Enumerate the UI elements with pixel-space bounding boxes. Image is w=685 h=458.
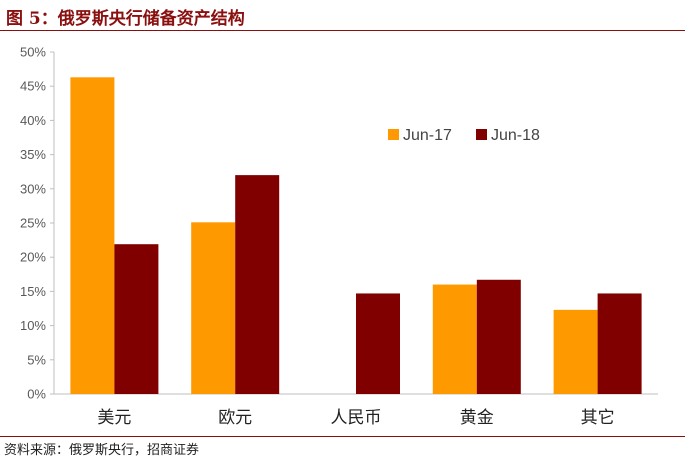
- bar-jun-17-4: [553, 309, 598, 394]
- y-tick-label: 5%: [27, 352, 46, 367]
- y-tick-label: 10%: [20, 318, 46, 333]
- bar-jun-17-3: [432, 284, 477, 394]
- bar-chart: 0% 5% 10% 15% 20% 25% 30% 35% 40% 45% 50% 美元 欧元 人民币 黄…: [20, 45, 658, 428]
- y-tick-label: 40%: [20, 113, 46, 128]
- y-tick-label: 0%: [27, 387, 46, 402]
- source-rule: [0, 436, 685, 437]
- legend-swatch-jun-18: [476, 129, 487, 140]
- x-category-label: 黄金: [460, 408, 494, 428]
- x-category-label: 人民币: [331, 408, 382, 428]
- bar-jun-17-0: [70, 77, 115, 395]
- bar-jun-18-4: [597, 293, 642, 394]
- title-rule: [0, 30, 685, 31]
- y-tick-label: 45%: [20, 79, 46, 94]
- y-tick-label: 15%: [20, 284, 46, 299]
- legend-swatch-jun-17: [388, 129, 399, 140]
- bars: [70, 77, 642, 395]
- legend-label-jun-18: Jun-18: [491, 127, 540, 144]
- bar-jun-18-0: [114, 244, 159, 394]
- bar-jun-17-1: [191, 222, 236, 394]
- x-category-label: 其它: [581, 408, 615, 428]
- bar-jun-18-1: [235, 175, 280, 394]
- legend-label-jun-17: Jun-17: [403, 127, 452, 144]
- bar-jun-18-3: [476, 279, 521, 394]
- x-axis: 美元 欧元 人民币 黄金 其它: [54, 393, 658, 428]
- y-tick-label: 30%: [20, 181, 46, 196]
- x-category-label: 美元: [97, 408, 131, 428]
- y-tick-label: 35%: [20, 147, 46, 162]
- x-category-label: 欧元: [218, 408, 252, 428]
- y-axis: 0% 5% 10% 15% 20% 25% 30% 35% 40% 45% 50%: [20, 45, 55, 402]
- y-tick-label: 20%: [20, 250, 46, 265]
- bar-jun-18-2: [356, 293, 400, 394]
- legend: Jun-17 Jun-18: [388, 127, 540, 144]
- source-note: 资料来源：俄罗斯央行，招商证券: [4, 443, 200, 458]
- y-tick-label: 25%: [20, 216, 46, 231]
- y-tick-label: 50%: [20, 45, 46, 60]
- figure-title: 图 5：俄罗斯央行储备资产结构: [6, 9, 245, 29]
